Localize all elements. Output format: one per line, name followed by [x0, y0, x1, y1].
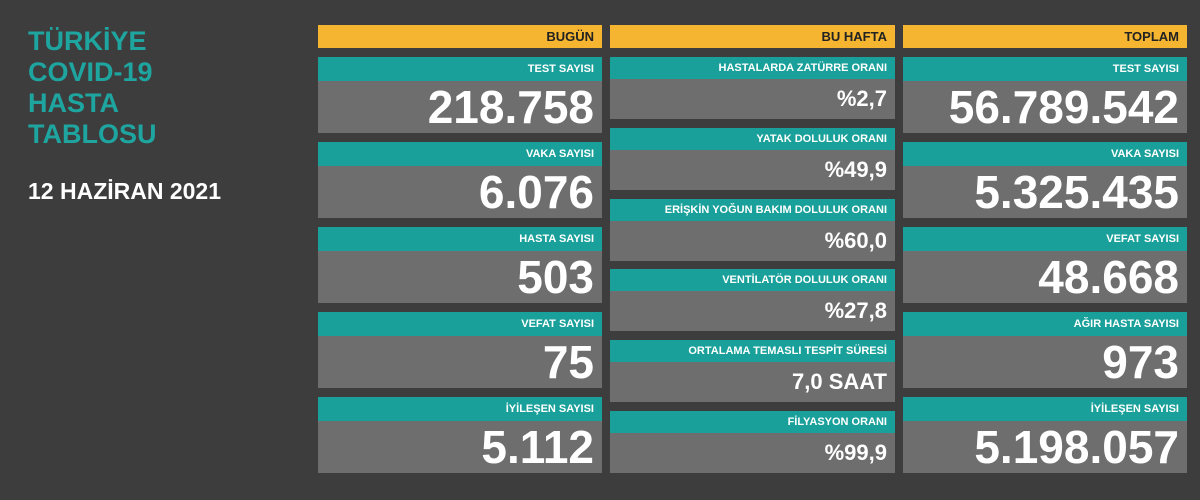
stat-label: ORTALAMA TEMASLI TESPİT SÜRESİ — [610, 340, 895, 363]
stat-value: %2,7 — [610, 79, 895, 119]
stat-card: YATAK DOLULUK ORANI %49,9 — [610, 127, 895, 190]
stat-card: ORTALAMA TEMASLI TESPİT SÜRESİ 7,0 SAAT — [610, 340, 895, 403]
stat-card: HASTA SAYISI 503 — [318, 227, 602, 303]
title-line: HASTA — [28, 88, 119, 118]
stat-card: HASTALARDA ZATÜRRE ORANI %2,7 — [610, 57, 895, 119]
stat-label: HASTA SAYISI — [318, 227, 602, 251]
column-header: BU HAFTA — [610, 25, 895, 48]
stat-card: İYİLEŞEN SAYISI 5.198.057 — [903, 397, 1187, 473]
stat-label: TEST SAYISI — [318, 57, 602, 81]
stat-value: 5.325.435 — [903, 166, 1187, 218]
stat-value: 6.076 — [318, 166, 602, 218]
stat-value: %27,8 — [610, 291, 895, 332]
stat-value: 48.668 — [903, 251, 1187, 303]
stat-card: ERİŞKİN YOĞUN BAKIM DOLULUK ORANI %60,0 — [610, 198, 895, 261]
stat-value: 7,0 SAAT — [610, 362, 895, 403]
column-header: BUGÜN — [318, 25, 602, 48]
title-line: TÜRKİYE — [28, 26, 147, 56]
stat-card: VEFAT SAYISI 75 — [318, 312, 602, 388]
stat-card: TEST SAYISI 218.758 — [318, 57, 602, 133]
stat-card: VAKA SAYISI 6.076 — [318, 142, 602, 218]
stat-label: VENTİLATÖR DOLULUK ORANI — [610, 269, 895, 292]
stat-value: 218.758 — [318, 81, 602, 133]
stat-label: FİLYASYON ORANI — [610, 411, 895, 433]
stat-card: FİLYASYON ORANI %99,9 — [610, 411, 895, 473]
stat-value: 5.198.057 — [903, 421, 1187, 473]
stat-label: VEFAT SAYISI — [903, 227, 1187, 251]
date: 12 HAZİRAN 2021 — [28, 178, 222, 204]
column-header: TOPLAM — [903, 25, 1187, 48]
stat-value: 5.112 — [318, 421, 602, 473]
title-line: COVID-19 — [28, 57, 153, 87]
stat-card: VAKA SAYISI 5.325.435 — [903, 142, 1187, 218]
stat-label: VAKA SAYISI — [903, 142, 1187, 166]
stat-card: TEST SAYISI 56.789.542 — [903, 57, 1187, 133]
stat-value: %49,9 — [610, 149, 895, 190]
stat-card: İYİLEŞEN SAYISI 5.112 — [318, 397, 602, 473]
stat-value: 75 — [318, 336, 602, 388]
stat-value: 56.789.542 — [903, 81, 1187, 133]
stat-label: YATAK DOLULUK ORANI — [610, 127, 895, 150]
stat-label: AĞIR HASTA SAYISI — [903, 312, 1187, 336]
stat-value: %60,0 — [610, 220, 895, 261]
stat-value: 503 — [318, 251, 602, 303]
stat-label: İYİLEŞEN SAYISI — [318, 397, 602, 421]
stat-label: İYİLEŞEN SAYISI — [903, 397, 1187, 421]
stat-label: TEST SAYISI — [903, 57, 1187, 81]
stat-label: VEFAT SAYISI — [318, 312, 602, 336]
stat-label: HASTALARDA ZATÜRRE ORANI — [610, 57, 895, 79]
stat-card: AĞIR HASTA SAYISI 973 — [903, 312, 1187, 388]
stat-value: %99,9 — [610, 433, 895, 473]
stat-label: ERİŞKİN YOĞUN BAKIM DOLULUK ORANI — [610, 198, 895, 221]
stat-label: VAKA SAYISI — [318, 142, 602, 166]
stat-card: VENTİLATÖR DOLULUK ORANI %27,8 — [610, 269, 895, 332]
stat-card: VEFAT SAYISI 48.668 — [903, 227, 1187, 303]
stat-value: 973 — [903, 336, 1187, 388]
title-line: TABLOSU — [28, 119, 157, 149]
